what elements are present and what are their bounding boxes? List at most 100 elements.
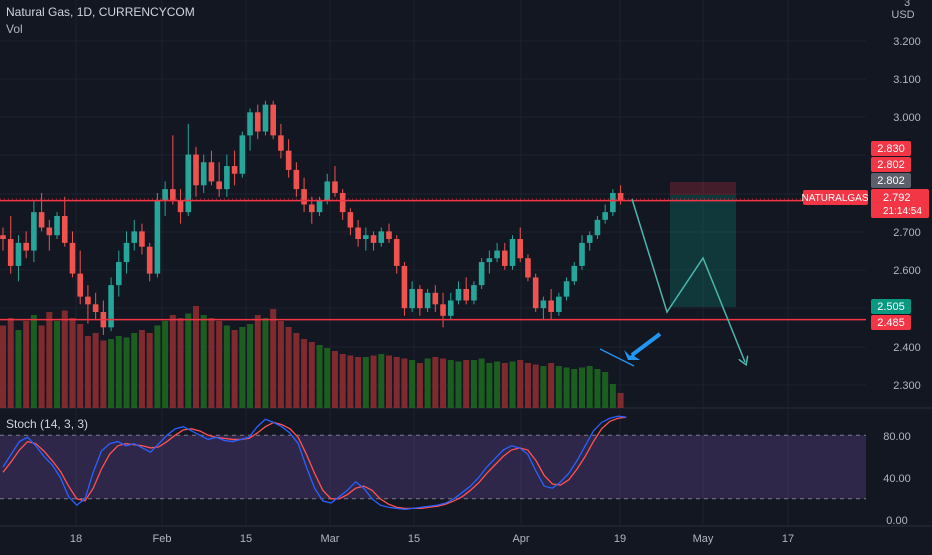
candle-body — [402, 266, 408, 308]
candle-body — [209, 162, 215, 181]
volume-bar — [286, 327, 292, 408]
candle-body — [494, 251, 500, 259]
volume-bar — [147, 333, 153, 408]
time-label: 18 — [70, 533, 82, 545]
candle-body — [201, 162, 207, 185]
candle-body — [193, 155, 199, 186]
candle-body — [39, 212, 45, 227]
candle-body — [556, 297, 562, 312]
candle-body — [278, 135, 284, 150]
volume-bar — [324, 348, 330, 408]
stoch-tick: 40.00 — [883, 473, 911, 485]
volume-bar — [54, 321, 60, 408]
price-tick: 2.700 — [893, 227, 921, 239]
symbol-title[interactable]: Natural Gas, 1D, CURRENCYCOM — [6, 5, 195, 19]
stop-loss-zone[interactable] — [670, 182, 736, 195]
volume-bar — [208, 318, 214, 408]
candle-body — [8, 239, 14, 266]
candle-body — [124, 243, 130, 262]
volume-bar — [270, 309, 276, 408]
candle-body — [224, 166, 230, 189]
candle-body — [147, 247, 153, 274]
time-label: Mar — [321, 533, 340, 545]
price-label: 2.802 — [877, 175, 905, 187]
volume-bar — [8, 318, 14, 408]
candle-body — [433, 293, 439, 305]
volume-bar — [124, 338, 130, 409]
volume-bar — [100, 341, 106, 409]
volume-bar — [533, 365, 539, 409]
countdown: 21:14:54 — [883, 206, 922, 217]
volume-bar — [371, 356, 377, 409]
volume-bar — [131, 333, 137, 408]
candle-body — [510, 239, 516, 266]
take-profit-zone[interactable] — [670, 195, 736, 307]
price-tick: 3.100 — [893, 74, 921, 86]
price-tick: 2.600 — [893, 265, 921, 277]
volume-bar — [618, 393, 624, 408]
candle-body — [571, 266, 577, 281]
volume-bar — [471, 360, 477, 408]
candlestick-series — [0, 101, 623, 335]
candle-body — [301, 189, 307, 204]
volume-bar — [517, 360, 523, 408]
stoch-title[interactable]: Stoch (14, 3, 3) — [6, 417, 88, 431]
candle-body — [378, 231, 384, 243]
volume-legend[interactable]: Vol — [6, 22, 23, 36]
volume-bar — [494, 362, 500, 409]
candle-body — [294, 170, 300, 189]
candle-body — [270, 105, 276, 136]
candle-body — [16, 243, 22, 266]
price-tick: 2.400 — [893, 342, 921, 354]
price-tick: 3.200 — [893, 36, 921, 48]
volume-bar — [46, 312, 52, 408]
candle-body — [324, 181, 330, 200]
down-arrow-shaft — [632, 334, 660, 355]
candle-body — [564, 281, 570, 296]
volume-bar — [394, 357, 400, 408]
candle-body — [348, 212, 354, 227]
time-label: Apr — [512, 533, 529, 545]
time-label: 15 — [240, 533, 252, 545]
candle-body — [409, 289, 415, 308]
volume-bar — [162, 321, 168, 408]
volume-bar — [247, 324, 253, 408]
candle-body — [70, 243, 76, 274]
candle-body — [517, 239, 523, 258]
volume-bar — [510, 362, 516, 409]
stoch-tick: 0.00 — [886, 515, 907, 527]
time-label: 15 — [408, 533, 420, 545]
candle-body — [332, 181, 338, 193]
candle-body — [47, 228, 53, 236]
volume-bar — [463, 360, 469, 408]
volume-bar — [587, 366, 593, 408]
candle-body — [610, 193, 616, 212]
price-label: 2.505 — [877, 301, 905, 313]
volume-bar — [610, 384, 616, 408]
volume-bar — [548, 363, 554, 408]
volume-bar — [594, 369, 600, 408]
volume-bar — [216, 321, 222, 408]
candle-body — [247, 112, 253, 135]
volume-bar — [417, 363, 423, 408]
volume-bar — [255, 315, 261, 408]
candle-body — [62, 216, 68, 243]
candle-body — [394, 239, 400, 266]
volume-bar — [85, 336, 91, 408]
candle-body — [386, 231, 392, 239]
volume-bar — [479, 359, 485, 409]
volume-bar — [139, 330, 145, 408]
volume-bar — [62, 311, 68, 409]
candle-body — [502, 251, 508, 266]
candle-body — [185, 155, 191, 213]
volume-bar — [363, 357, 369, 408]
volume-bar — [224, 326, 230, 409]
candle-body — [263, 105, 269, 132]
volume-bar — [378, 354, 384, 408]
candle-body — [139, 231, 145, 246]
volume-bar — [232, 330, 238, 408]
volume-bar — [193, 306, 199, 408]
volume-bar — [170, 315, 176, 408]
